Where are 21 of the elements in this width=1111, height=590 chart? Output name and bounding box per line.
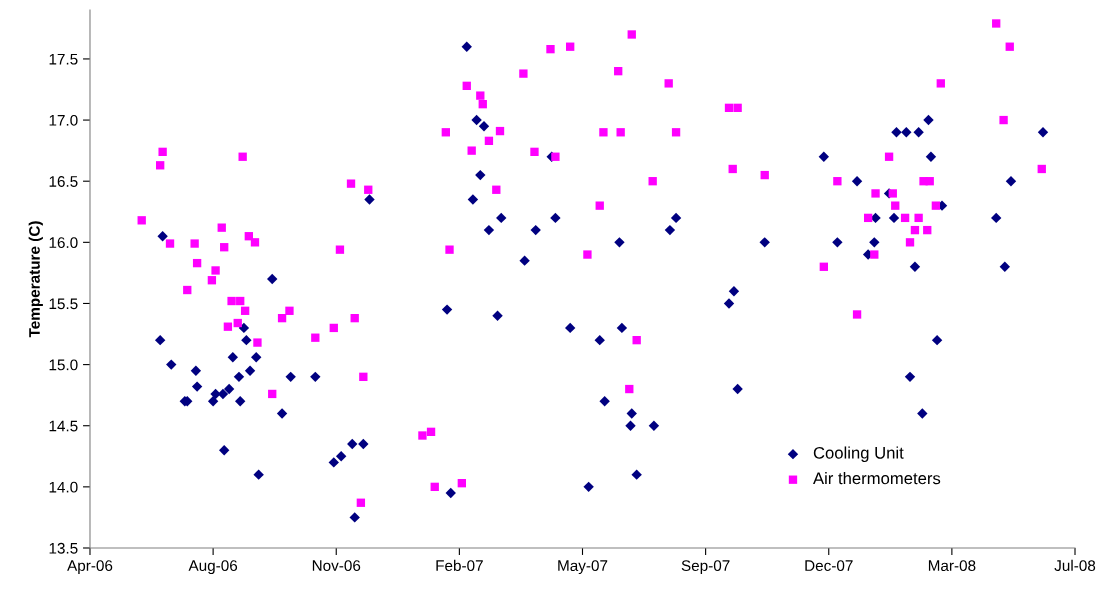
x-tick-label: Apr-06 — [67, 560, 113, 575]
x-tick-label: Sep-07 — [681, 560, 730, 575]
x-tick-label: Nov-06 — [312, 560, 361, 572]
x-tick-label: Feb-07 — [436, 559, 483, 572]
x-tick-label: Jul-08 — [1054, 559, 1096, 572]
y-tick-label: 13.5 — [49, 542, 78, 554]
y-tick-label: 14.5 — [49, 420, 78, 432]
y-axis-title: Temperature (C) — [28, 221, 43, 338]
x-tick-label: May-07 — [558, 560, 608, 575]
legend-label: Cooling Unit — [813, 446, 904, 462]
y-tick-label: 16.0 — [49, 237, 78, 249]
y-tick-label: 14.0 — [49, 481, 78, 493]
x-tick-label: Dec-07 — [805, 560, 853, 572]
y-tick-label: 17.0 — [49, 114, 78, 126]
x-tick-label: Aug-06 — [188, 560, 238, 575]
y-tick-label: 15.5 — [49, 298, 78, 310]
y-tick-label: 17.5 — [49, 53, 78, 65]
y-tick-label: 16.5 — [49, 176, 78, 187]
y-tick-label: 15.0 — [49, 359, 78, 371]
legend-label: Air thermometers — [813, 471, 941, 485]
x-tick-label: Mar-08 — [928, 560, 976, 572]
